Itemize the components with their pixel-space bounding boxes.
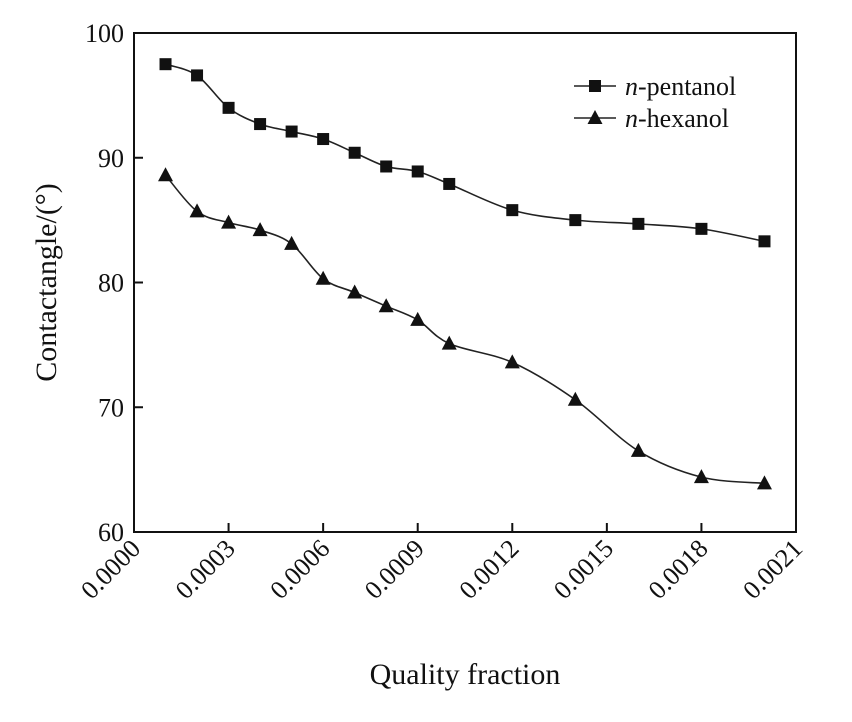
square-data-point (285, 125, 298, 138)
triangle-data-point (504, 354, 520, 369)
square-data-point (443, 177, 456, 190)
triangle-data-point (378, 298, 394, 313)
triangle-data-point (189, 203, 205, 218)
legend-label-suffix: -pentanol (638, 72, 736, 101)
x-tick-label: 0.0006 (264, 534, 335, 605)
legend-label: n-pentanol (625, 72, 736, 101)
legend-label-suffix: -hexanol (638, 104, 729, 133)
square-data-point (222, 101, 235, 114)
x-tick-label: 0.0021 (737, 534, 808, 605)
square-data-point (254, 118, 267, 131)
triangle-data-point (347, 284, 363, 299)
series-pentanol (159, 58, 771, 248)
y-tick-label: 100 (85, 19, 124, 48)
x-tick-label: 0.0003 (170, 534, 241, 605)
triangle-data-point (221, 214, 237, 229)
y-tick-label: 90 (98, 144, 124, 173)
triangle-data-point (158, 167, 174, 182)
triangle-data-point (315, 270, 331, 285)
triangle-data-point (693, 469, 709, 484)
square-data-point (411, 165, 424, 178)
x-tick-label: 0.0009 (359, 534, 430, 605)
legend-label: n-hexanol (625, 104, 729, 133)
triangle-data-point (252, 222, 268, 237)
square-data-point (695, 222, 708, 235)
square-data-point (506, 204, 519, 217)
triangle-data-point (567, 391, 583, 406)
triangle-data-point (284, 235, 300, 250)
square-data-point (191, 69, 204, 82)
series-layer (158, 58, 772, 490)
x-tick-label: 0.0012 (453, 534, 524, 605)
x-tick-label: 0.0018 (643, 534, 714, 605)
y-tick-label: 60 (98, 518, 124, 547)
triangle-data-point (756, 475, 772, 490)
x-tick-label: 0.0015 (548, 534, 619, 605)
square-data-point (317, 133, 330, 146)
square-data-point (159, 58, 172, 71)
series-line (164, 174, 765, 485)
square-data-point (632, 217, 645, 230)
square-data-point (380, 160, 393, 173)
square-data-point (758, 235, 771, 248)
legend-marker (587, 110, 603, 124)
y-tick-label: 70 (98, 393, 124, 422)
x-axis-title: Quality fraction (370, 658, 561, 691)
y-tick-label: 80 (98, 269, 124, 298)
y-axis-title: Contactangle/(°) (30, 183, 63, 382)
triangle-data-point (410, 311, 426, 326)
legend-label-prefix: n (625, 72, 638, 101)
legend-marker (589, 80, 601, 92)
triangle-data-point (441, 335, 457, 350)
series-hexanol (158, 167, 772, 490)
square-data-point (569, 214, 582, 227)
square-data-point (348, 146, 361, 159)
legend-label-prefix: n (625, 104, 638, 133)
triangle-data-point (630, 442, 646, 457)
